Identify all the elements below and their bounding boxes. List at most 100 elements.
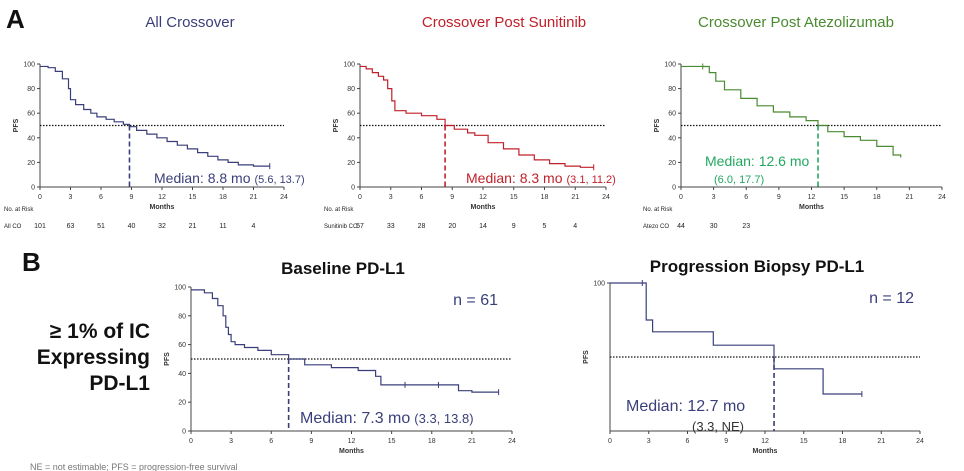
y-tick-label: 40: [27, 135, 35, 142]
median-label: Median: 7.3 mo (3.3, 13.8): [300, 410, 474, 427]
x-tick-label: 12: [158, 194, 166, 201]
y-tick-label: 80: [347, 86, 355, 93]
survival-curve: [40, 65, 270, 167]
x-tick-label: 12: [808, 194, 816, 201]
y-tick-label: 20: [668, 160, 676, 167]
x-tick-label: 15: [388, 438, 396, 445]
x-tick-label: 15: [840, 194, 848, 201]
risk-table-header: No. at Risk: [643, 207, 673, 213]
y-tick-label: 80: [27, 86, 35, 93]
y-axis-label: PFS: [164, 352, 171, 366]
x-tick-label: 24: [602, 194, 610, 201]
x-tick-label: 9: [450, 194, 454, 201]
footnote: NE = not estimable; PFS = progression-fr…: [30, 462, 238, 471]
x-tick-label: 0: [38, 194, 42, 201]
median-value: Median: 12.6 mo: [705, 153, 809, 169]
risk-table-header: No. at Risk: [324, 207, 354, 213]
annotation-line-3: PD-L1: [89, 372, 150, 395]
x-tick-label: 18: [839, 438, 847, 445]
x-tick-label: 24: [938, 194, 946, 201]
risk-value: 33: [387, 223, 395, 230]
median-ci: (5.6, 13.7): [255, 174, 305, 186]
y-tick-label: 100: [23, 62, 35, 69]
x-tick-label: 3: [69, 194, 73, 201]
chart-2: Crossover Post Sunitinib 0 3 6 9 12 15 18 21 24 0 2…: [324, 14, 616, 230]
risk-value: 23: [742, 223, 750, 230]
x-tick-label: 24: [280, 194, 288, 201]
survival-curve: [681, 65, 902, 158]
chart-title: Crossover Post Sunitinib: [422, 14, 586, 31]
x-tick-label: 9: [130, 194, 134, 201]
n-label: n = 61: [453, 292, 498, 309]
risk-value: 4: [252, 223, 256, 230]
x-tick-label: 12: [348, 438, 356, 445]
y-tick-label: 60: [347, 111, 355, 118]
x-tick-label: 6: [99, 194, 103, 201]
risk-value: 51: [97, 223, 105, 230]
x-tick-label: 9: [777, 194, 781, 201]
y-tick-label: 0: [31, 185, 35, 192]
x-axis-label: Months: [799, 204, 824, 211]
median-ci: (3.1, 11.2): [567, 174, 616, 186]
risk-value: 14: [479, 223, 487, 230]
n-label: n = 12: [869, 290, 914, 307]
chart-3: Crossover Post Atezolizumab 0 3 6 9 12 15 18 21 2…: [643, 14, 946, 230]
y-tick-label: 0: [672, 185, 676, 192]
chart-title: Baseline PD-L1: [281, 259, 405, 278]
median-value: Median: 8.3 mo: [466, 170, 563, 186]
y-tick-label: 100: [343, 62, 355, 69]
risk-value: 44: [677, 223, 685, 230]
chart-title: Progression Biopsy PD-L1: [650, 257, 864, 276]
y-tick-label: 0: [351, 185, 355, 192]
y-tick-label: 0: [182, 429, 186, 436]
y-tick-label: 20: [27, 160, 35, 167]
risk-value: 101: [34, 223, 46, 230]
median-ci: (3.3, NE): [692, 419, 744, 434]
survival-curve: [610, 282, 862, 395]
y-tick-label: 20: [347, 160, 355, 167]
chart-title: All Crossover: [145, 14, 234, 31]
risk-table-label: Sunitinib CO: [324, 224, 358, 230]
x-tick-label: 24: [508, 438, 516, 445]
median-label: Median: 8.8 mo (5.6, 13.7): [154, 170, 305, 186]
risk-table-label: All CO: [4, 224, 22, 230]
risk-value: 63: [67, 223, 75, 230]
chart-title: Crossover Post Atezolizumab: [698, 14, 894, 31]
y-tick-label: 40: [178, 371, 186, 378]
annotation-line-2: Expressing: [37, 346, 150, 369]
risk-value: 32: [158, 223, 166, 230]
risk-table-label: Atezo CO: [643, 224, 669, 230]
y-tick-label: 100: [174, 285, 186, 292]
y-tick-label: 60: [668, 111, 676, 118]
risk-value: 28: [418, 223, 426, 230]
y-tick-label: 100: [593, 281, 605, 288]
x-tick-label: 0: [358, 194, 362, 201]
x-tick-label: 6: [269, 438, 273, 445]
median-label: Median: 12.7 mo: [626, 398, 745, 415]
y-tick-label: 40: [668, 135, 676, 142]
median-ci: (3.3, 13.8): [414, 411, 473, 426]
x-tick-label: 21: [468, 438, 476, 445]
x-tick-label: 3: [712, 194, 716, 201]
x-tick-label: 21: [905, 194, 913, 201]
y-tick-label: 60: [27, 111, 35, 118]
x-tick-label: 15: [800, 438, 808, 445]
x-tick-label: 3: [647, 438, 651, 445]
x-tick-label: 18: [541, 194, 549, 201]
x-tick-label: 9: [309, 438, 313, 445]
x-tick-label: 6: [686, 438, 690, 445]
risk-value: 57: [356, 223, 364, 230]
x-axis-label: Months: [339, 448, 364, 455]
x-tick-label: 15: [510, 194, 518, 201]
x-tick-label: 24: [916, 438, 924, 445]
risk-value: 30: [710, 223, 718, 230]
y-tick-label: 60: [178, 342, 186, 349]
x-tick-label: 6: [744, 194, 748, 201]
y-axis-label: PFS: [654, 118, 661, 132]
y-tick-label: 80: [178, 313, 186, 320]
x-tick-label: 3: [229, 438, 233, 445]
risk-value: 11: [219, 223, 226, 230]
x-axis-label: Months: [471, 204, 496, 211]
x-tick-label: 9: [724, 438, 728, 445]
